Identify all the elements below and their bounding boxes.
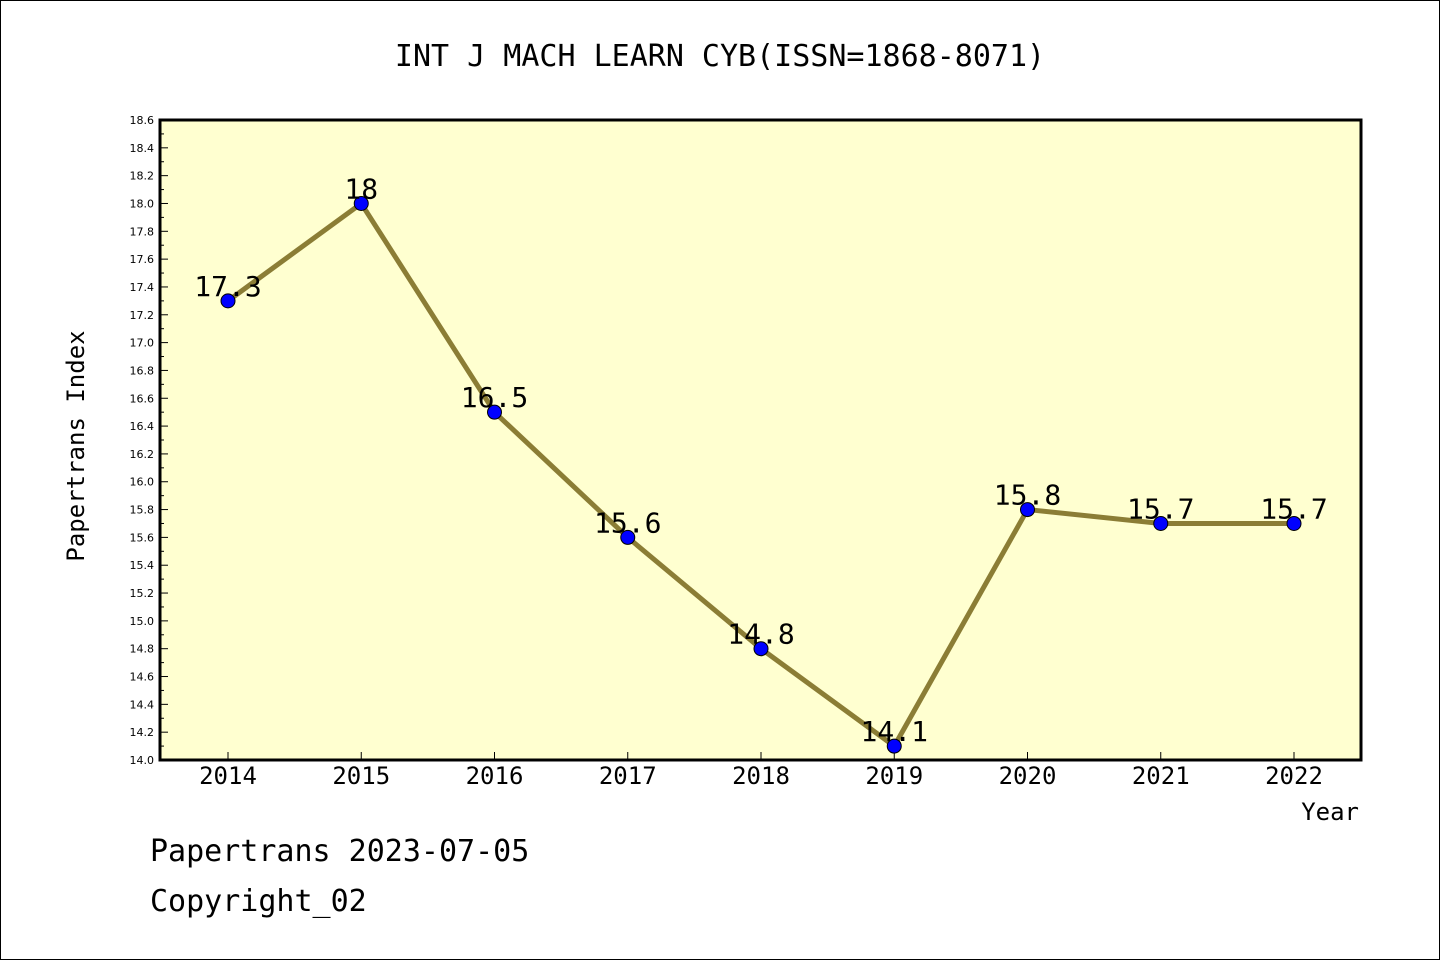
x-tick-label: 2015: [332, 762, 390, 790]
data-point: [886, 738, 902, 754]
data-label: 14.8: [727, 618, 794, 651]
y-tick-label: 17.6: [130, 253, 155, 266]
y-tick-label: 14.0: [130, 754, 155, 767]
footer-copyright-line: Copyright_02: [150, 884, 367, 919]
data-point: [1286, 515, 1302, 531]
data-label: 18: [344, 172, 378, 205]
data-point: [620, 529, 636, 545]
y-tick-label: 18.6: [130, 114, 155, 127]
x-tick-label: 2016: [466, 762, 524, 790]
x-tick-label: 2021: [1132, 762, 1190, 790]
data-label: 15.7: [1260, 492, 1327, 525]
y-tick-label: 16.8: [130, 364, 155, 377]
data-point: [353, 195, 369, 211]
data-point: [753, 641, 769, 657]
data-point: [1153, 515, 1169, 531]
x-tick-label: 2022: [1265, 762, 1323, 790]
data-label: 15.6: [594, 506, 661, 539]
data-label: 15.8: [994, 479, 1061, 512]
y-tick-label: 16.4: [130, 420, 155, 433]
y-tick-label: 17.8: [130, 225, 155, 238]
y-tick-label: 16.0: [130, 476, 155, 489]
y-tick-label: 18.2: [130, 170, 155, 183]
data-point: [1020, 502, 1035, 518]
data-label: 14.1: [861, 715, 928, 748]
data-label: 15.7: [1127, 492, 1194, 525]
x-tick-label: 2018: [732, 762, 790, 790]
y-tick-label: 18.0: [130, 197, 155, 210]
y-tick-label: 15.0: [130, 615, 155, 628]
y-tick-label: 16.6: [130, 392, 155, 405]
y-tick-label: 15.4: [130, 559, 155, 572]
x-axis: 2014 2015 2016 2017 2018 2019 2020 2021 2022: [199, 752, 1323, 790]
y-tick-label: 15.6: [130, 531, 155, 544]
y-tick-label: 15.8: [130, 504, 155, 517]
data-point: [220, 293, 236, 309]
marker-layer: [220, 195, 1302, 754]
x-tick-label: 2014: [199, 762, 257, 790]
data-label: 17.3: [194, 270, 261, 303]
y-tick-label: 15.2: [130, 587, 155, 600]
x-tick-label: 2019: [865, 762, 923, 790]
x-axis-title: Year: [1301, 798, 1359, 826]
y-axis-title: Papertrans Index: [62, 330, 90, 561]
data-label-layer: 17.3 18 16.5 15.6 14.8 14.1 15.8 15.7 15.7: [194, 172, 1327, 748]
y-tick-label: 14.2: [130, 726, 155, 739]
y-tick-label: 17.2: [130, 309, 155, 322]
x-tick-label: 2020: [999, 762, 1057, 790]
data-point: [487, 404, 502, 420]
y-tick-label: 18.4: [130, 142, 155, 155]
y-tick-label: 17.0: [130, 337, 155, 350]
y-tick-label: 14.8: [130, 643, 155, 656]
y-tick-label: 14.4: [130, 698, 155, 711]
y-tick-label: 16.2: [130, 448, 155, 461]
y-axis: 14.0 14.2 14.4 14.6 14.8 15.0 15.2 15.4 15.6 15.8…: [130, 114, 168, 767]
y-tick-label: 17.4: [130, 281, 155, 294]
chart-title: INT J MACH LEARN CYB(ISSN=1868-8071): [395, 39, 1045, 74]
footer-date-line: Papertrans 2023-07-05: [150, 834, 530, 869]
data-label: 16.5: [461, 381, 528, 414]
x-tick-label: 2017: [599, 762, 657, 790]
y-tick-label: 14.6: [130, 671, 155, 684]
